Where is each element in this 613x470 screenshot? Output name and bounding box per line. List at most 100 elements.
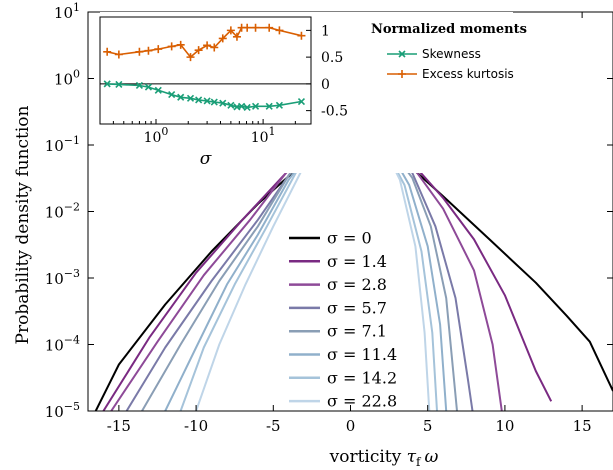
inset-frame — [99, 16, 312, 125]
kurtosis-marker — [218, 34, 227, 43]
skewness-marker — [251, 102, 260, 110]
inset-y-tick-label: -0.5 — [321, 104, 348, 120]
inset-y-tick-label: 1 — [321, 23, 330, 39]
x-axis-label-tau: τ — [407, 447, 417, 467]
legend-label: σ = 7.1 — [327, 322, 387, 341]
skewness-marker — [243, 103, 251, 111]
inset-x-tick-label-exponent: 1 — [269, 125, 276, 138]
x-axis-label-omega: ω — [425, 447, 439, 467]
kurtosis-marker — [210, 43, 219, 52]
kurtosis-marker — [135, 47, 144, 56]
x-axis-label-text: vorticity — [329, 447, 407, 467]
skewness-marker — [177, 93, 185, 101]
kurtosis-marker — [194, 46, 203, 55]
inset-legend: Normalized moments Skewness Excess kurtosi… — [371, 22, 527, 81]
inset-x-tick-label: 101 — [251, 125, 276, 146]
x-tick-label: -10 — [184, 417, 208, 435]
inset-y-ticks: 1 0.5 0 -0.5 — [306, 23, 348, 120]
y-tick-label-base: 10 — [45, 204, 64, 222]
inset-legend-label: Skewness — [422, 47, 481, 61]
y-tick-label-base: 10 — [45, 137, 64, 155]
x-tick-label: 10 — [495, 417, 514, 435]
legend-label: σ = 2.8 — [327, 275, 387, 294]
legend-label: σ = 11.4 — [327, 345, 397, 364]
inset-legend-label: Excess kurtosis — [422, 67, 514, 81]
y-tick-label-base: 10 — [54, 4, 73, 22]
x-tick-label: -15 — [107, 417, 131, 435]
skewness-marker — [297, 97, 306, 106]
y-axis-label: Probability density function — [13, 105, 33, 344]
inset-x-tick-label: 100 — [144, 125, 169, 146]
skewness-marker — [135, 81, 143, 90]
skewness-marker — [115, 80, 123, 88]
y-tick-label-exponent: −3 — [64, 267, 80, 280]
legend-label: σ = 5.7 — [327, 298, 387, 317]
x-tick-label: -5 — [266, 417, 281, 435]
y-tick-label-exponent: −1 — [64, 134, 80, 147]
legend-label: σ = 1.4 — [327, 252, 387, 271]
inset-legend-marker — [398, 50, 406, 58]
skewness-marker — [103, 80, 111, 88]
y-tick-label-base: 10 — [45, 403, 64, 421]
skewness-marker — [275, 101, 283, 109]
y-tick-label: 10−3 — [45, 267, 80, 288]
inset-x-tick-label-base: 10 — [251, 130, 269, 146]
main-x-ticks: -15 -10 -5 0 5 10 15 — [107, 12, 592, 435]
kurtosis-marker — [176, 40, 185, 49]
skewness-marker — [238, 102, 246, 110]
main-plot: -15 -10 -5 0 5 10 15 10−510−410−310−210−110010… — [13, 1, 613, 469]
inset-x-ticks: 100 101 — [99, 119, 296, 146]
main-legend: σ = 0 σ = 1.4 σ = 2.8 σ = 5.7 σ = 7.1 σ = 11.… — [289, 229, 397, 411]
inset-y-tick-label: 0 — [321, 77, 330, 93]
inset-x-tick-label-exponent: 0 — [161, 125, 168, 138]
skewness-marker — [186, 94, 195, 102]
kurtosis-marker — [243, 23, 252, 32]
kurtosis-marker — [203, 41, 212, 50]
kurtosis-marker — [154, 45, 163, 54]
y-tick-label-exponent: −2 — [64, 201, 80, 214]
x-tick-label: 5 — [423, 417, 433, 435]
y-tick-label-base: 10 — [45, 270, 64, 288]
skewness-marker — [265, 102, 273, 110]
kurtosis-marker — [265, 23, 274, 32]
inset-plot: 100 101 10.50-0.5 σ Normalized momentsSke… — [99, 12, 527, 173]
inset-y-tick-label: 0.5 — [321, 50, 343, 66]
kurtosis-marker — [226, 26, 235, 35]
skewness-marker — [154, 86, 162, 94]
skewness-marker — [219, 99, 227, 107]
kurtosis-marker — [251, 23, 260, 32]
x-tick-label: 0 — [346, 417, 356, 435]
y-tick-label-exponent: 1 — [73, 1, 80, 14]
kurtosis-marker — [275, 26, 284, 35]
y-tick-label-exponent: −5 — [64, 400, 80, 413]
inset-legend-marker — [398, 70, 406, 78]
skewness-marker — [203, 97, 211, 105]
y-tick-label: 101 — [54, 1, 80, 22]
inset-legend-title: Normalized moments — [371, 22, 527, 37]
y-tick-label: 10−1 — [45, 134, 80, 155]
skewness-marker — [144, 83, 153, 91]
kurtosis-marker — [103, 47, 112, 56]
kurtosis-marker — [297, 31, 306, 40]
legend-label: σ = 22.8 — [327, 392, 397, 411]
kurtosis-marker — [232, 32, 241, 41]
legend-label: σ = 0 — [327, 229, 372, 248]
y-tick-label-exponent: −4 — [64, 334, 80, 347]
inset-x-axis-label: σ — [200, 149, 212, 169]
x-tick-label: 15 — [573, 417, 592, 435]
kurtosis-marker — [144, 46, 153, 55]
y-tick-label: 100 — [54, 68, 80, 89]
skewness-marker — [195, 96, 203, 104]
skewness-marker — [227, 101, 235, 109]
inset-x-tick-label-base: 10 — [144, 130, 162, 146]
y-tick-label-exponent: 0 — [73, 68, 80, 81]
x-axis-label: vorticity τf ω — [329, 447, 439, 469]
legend-label: σ = 14.2 — [327, 368, 397, 387]
kurtosis-marker — [114, 50, 123, 59]
y-tick-label: 10−4 — [45, 334, 80, 355]
kurtosis-marker — [167, 42, 176, 51]
y-tick-label: 10−2 — [45, 201, 80, 222]
kurtosis-marker — [186, 53, 195, 62]
